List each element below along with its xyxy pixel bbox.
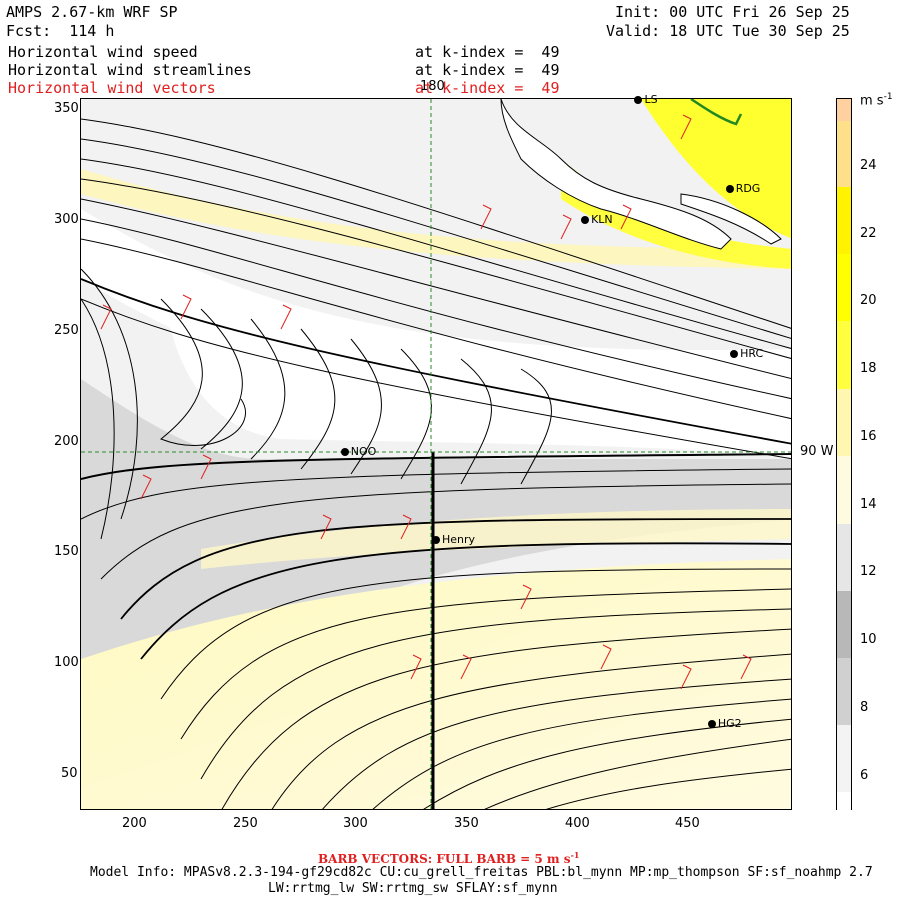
product-title: AMPS 2.67-km WRF SP <box>6 3 178 21</box>
init-time: Init: 00 UTC Fri 26 Sep 25 <box>615 3 850 21</box>
speed-max-yellow-2 <box>561 159 791 269</box>
cbar-tick-24: 24 <box>860 158 877 173</box>
map-canvas <box>81 99 791 809</box>
colorbar <box>836 98 852 811</box>
speed-band-yellow-south <box>81 559 791 809</box>
cbar-tick-12: 12 <box>860 564 877 579</box>
green-contour <box>690 99 743 126</box>
station-label: LS <box>644 93 658 107</box>
station-label: NOO <box>350 444 377 458</box>
station-label: KLN <box>591 212 613 226</box>
valid-time: Valid: 18 UTC Tue 30 Sep 25 <box>606 22 850 40</box>
station-label: RDG <box>735 181 761 195</box>
cbar-seg-16 <box>837 389 851 456</box>
cbar-tick-8: 8 <box>860 700 869 715</box>
station-marker <box>725 184 734 193</box>
cbar-seg-18 <box>837 321 851 389</box>
y-tick-300: 300 <box>54 212 79 227</box>
parallel-label: 90 W <box>800 444 834 459</box>
model-info-2: LW:rrtmg_lw SW:rrtmg_sw SFLAY:sf_mynn <box>268 881 558 896</box>
field-3-name: Horizontal wind vectors <box>8 79 216 97</box>
cbar-tick-18: 18 <box>860 361 877 376</box>
speed-band-low <box>81 209 791 440</box>
y-tick-100: 100 <box>54 655 79 670</box>
cbar-tick-22: 22 <box>860 226 877 241</box>
station-marker <box>634 96 643 105</box>
field-1-name: Horizontal wind speed <box>8 43 198 61</box>
cbar-seg-6 <box>837 725 851 792</box>
station-label: HG2 <box>717 716 742 730</box>
field-2-name: Horizontal wind streamlines <box>8 61 252 79</box>
colorbar-unit: m s-1 <box>860 92 893 109</box>
x-tick-200: 200 <box>122 816 147 831</box>
map-plot <box>80 98 792 810</box>
streamlines <box>81 118 791 809</box>
y-tick-50: 50 <box>61 766 78 781</box>
cbar-seg-26 <box>837 99 851 121</box>
station-label: HRC <box>740 347 764 361</box>
x-tick-450: 450 <box>675 816 700 831</box>
y-tick-200: 200 <box>54 434 79 449</box>
station-marker <box>730 350 739 359</box>
y-tick-150: 150 <box>54 544 79 559</box>
cbar-tick-16: 16 <box>860 429 877 444</box>
speed-max-yellow <box>641 99 791 239</box>
station-label: Henry <box>442 533 476 547</box>
x-tick-300: 300 <box>343 816 368 831</box>
coastline <box>500 99 732 250</box>
speed-band-yellow-mid <box>201 509 791 569</box>
cbar-seg-4 <box>837 792 851 811</box>
meridian-label: 180 <box>420 79 445 94</box>
cbar-seg-20 <box>837 254 851 321</box>
cbar-seg-22 <box>837 187 851 254</box>
x-tick-400: 400 <box>565 816 590 831</box>
cbar-tick-6: 6 <box>860 768 869 783</box>
field-1-level: at k-index = 49 <box>415 43 560 61</box>
x-tick-350: 350 <box>454 816 479 831</box>
station-marker <box>707 719 716 728</box>
y-tick-250: 250 <box>54 323 79 338</box>
cbar-seg-12 <box>837 524 851 591</box>
forecast-hour: Fcst: 114 h <box>6 22 115 40</box>
cbar-seg-8 <box>837 658 851 725</box>
coastline-2 <box>680 193 782 245</box>
barb-legend: BARB VECTORS: FULL BARB = 5 m s-1 <box>318 850 580 866</box>
station-marker <box>581 215 590 224</box>
wind-barbs <box>100 114 752 690</box>
field-3-level: at k-index = 49 <box>415 79 560 97</box>
x-tick-250: 250 <box>233 816 258 831</box>
model-info: Model Info: MPASv8.2.3-194-gf29cd82c CU:… <box>90 865 873 880</box>
station-marker <box>340 447 349 456</box>
field-2-level: at k-index = 49 <box>415 61 560 79</box>
cbar-seg-24 <box>837 121 851 187</box>
cbar-tick-10: 10 <box>860 632 877 647</box>
cbar-seg-10 <box>837 591 851 658</box>
y-tick-350: 350 <box>54 101 79 116</box>
cbar-seg-14 <box>837 456 851 524</box>
station-marker <box>432 536 440 545</box>
cbar-tick-20: 20 <box>860 293 877 308</box>
cbar-tick-14: 14 <box>860 497 877 512</box>
